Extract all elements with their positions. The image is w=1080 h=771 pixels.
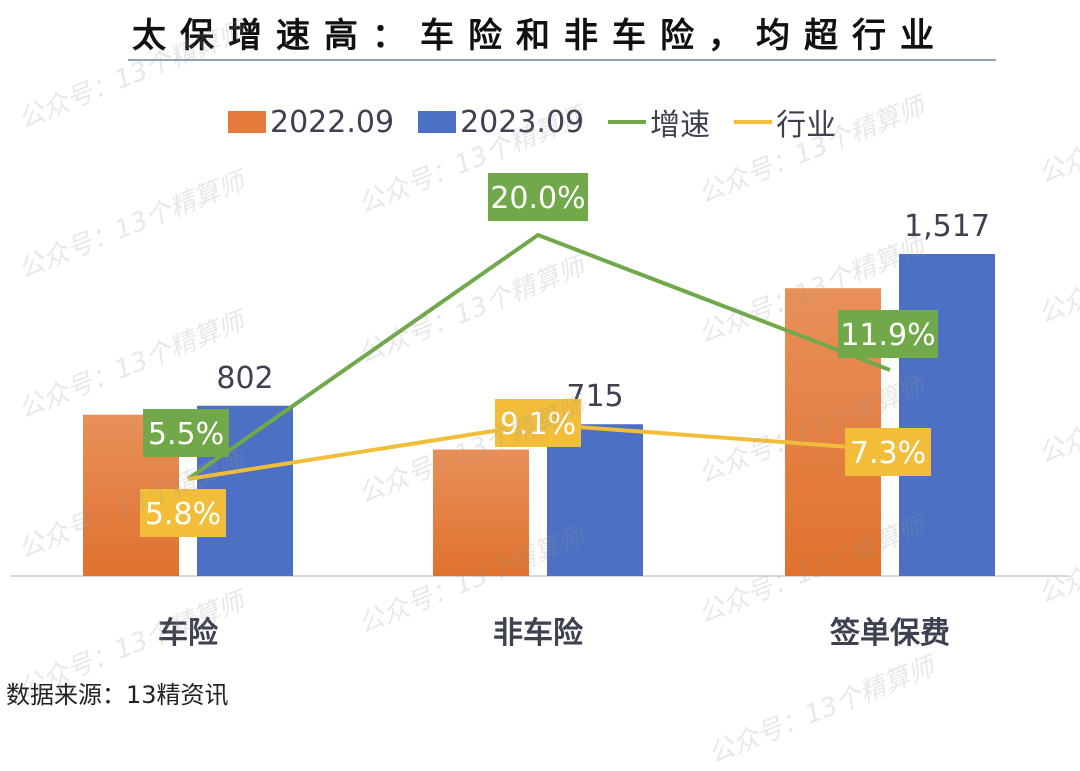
data-label: 5.5%: [148, 417, 224, 452]
legend-label: 2023.09: [460, 104, 585, 140]
legend-item-2023: 2023.09: [418, 105, 584, 140]
bar-2023: [899, 254, 995, 576]
title-divider: [128, 59, 996, 61]
orange-swatch-icon: [228, 111, 266, 133]
bar-value-label: 1,517: [904, 209, 990, 244]
data-label-box: [140, 489, 226, 537]
legend: 2022.09 2023.09 增速 行业: [228, 100, 860, 144]
chart-title: 太保增速高：车险和非车险，均超行业: [132, 16, 948, 56]
category-label: 非车险: [493, 616, 583, 651]
bar-2023: [547, 424, 643, 576]
bar-2022: [433, 449, 529, 576]
legend-label: 2022.09: [270, 104, 395, 140]
data-label: 9.1%: [500, 407, 576, 442]
data-label-box: [143, 409, 229, 457]
series-line: [186, 232, 891, 481]
data-label-box: [838, 310, 938, 358]
legend-item-2022: 2022.09: [228, 105, 394, 140]
data-label: 11.9%: [840, 318, 935, 353]
bar-value-label: 802: [216, 361, 273, 396]
legend-label: 增速: [650, 108, 711, 143]
data-label: 7.3%: [850, 436, 926, 471]
data-source-note: 数据来源：13精资讯: [6, 681, 229, 709]
yellow-line-icon: [734, 120, 773, 124]
data-label: 20.0%: [490, 181, 585, 216]
legend-label: 行业: [776, 108, 837, 143]
category-label: 车险: [158, 616, 218, 651]
data-label-box: [495, 399, 581, 447]
blue-swatch-icon: [418, 111, 457, 133]
data-label: 5.8%: [145, 497, 221, 532]
data-label-box: [488, 173, 588, 221]
category-label: 签单保费: [830, 616, 950, 651]
data-label-box: [845, 428, 931, 476]
legend-item-growth: 增速: [608, 100, 710, 144]
green-line-icon: [608, 120, 647, 124]
legend-item-industry: 行业: [734, 100, 836, 144]
